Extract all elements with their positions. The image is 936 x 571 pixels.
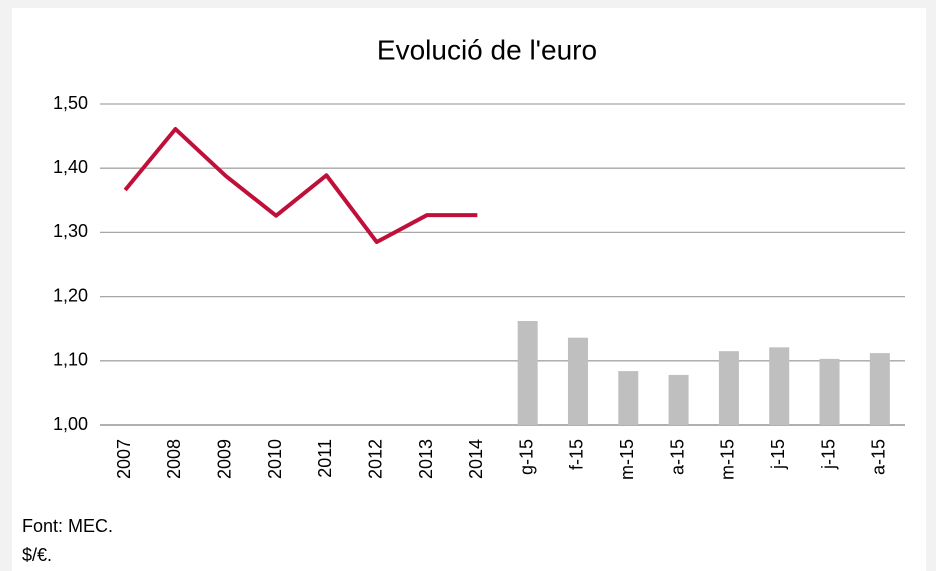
- y-tick-label: 1,20: [53, 285, 88, 305]
- x-tick-label: j-15: [768, 439, 788, 470]
- y-tick-label: 1,00: [53, 414, 88, 434]
- bar: [668, 374, 689, 425]
- chart-title: Evolució de l'euro: [377, 34, 597, 65]
- y-tick-label: 1,30: [53, 221, 88, 241]
- x-tick-label: a-15: [667, 439, 687, 475]
- x-tick-label: f-15: [567, 439, 587, 470]
- unit-note: $/€.: [22, 545, 52, 565]
- y-tick-label: 1,10: [53, 350, 88, 370]
- bar: [618, 371, 639, 425]
- x-tick-label: g-15: [516, 439, 536, 475]
- line-series: [123, 127, 478, 245]
- x-tick-label: 2007: [114, 439, 134, 479]
- x-tick-label: m-15: [718, 439, 738, 480]
- x-tick-label: 2014: [466, 439, 486, 479]
- bar: [517, 320, 538, 425]
- bar: [819, 358, 840, 425]
- y-tick-label: 1,40: [53, 157, 88, 177]
- bar: [769, 347, 790, 425]
- x-tick-label: 2011: [315, 439, 335, 478]
- bar: [718, 351, 739, 425]
- x-tick-label: a-15: [869, 439, 889, 475]
- source-note: Font: MEC.: [22, 516, 113, 536]
- y-tick-label: 1,50: [53, 93, 88, 113]
- x-tick-label: 2012: [365, 439, 385, 479]
- x-tick-label: 2010: [265, 439, 285, 479]
- x-tick-label: j-15: [818, 439, 838, 470]
- x-tick-label: 2009: [215, 439, 235, 479]
- bar: [567, 337, 588, 425]
- bar: [869, 353, 890, 425]
- x-tick-label: 2008: [164, 439, 184, 479]
- chart-background: [12, 8, 926, 571]
- x-tick-label: 2013: [416, 439, 436, 479]
- x-tick-label: m-15: [617, 439, 637, 480]
